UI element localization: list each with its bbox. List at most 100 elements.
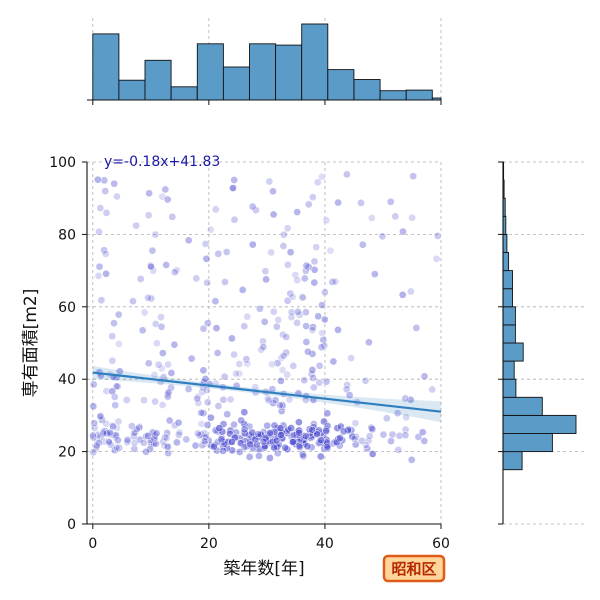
scatter-point (114, 436, 122, 445)
scatter-point (265, 177, 274, 186)
scatter-point (206, 225, 215, 234)
scatter-point (271, 396, 280, 404)
scatter-point (402, 413, 410, 422)
scatter-point (228, 334, 236, 343)
scatter-point (197, 430, 206, 439)
scatter-point (191, 441, 200, 450)
scatter-point (130, 439, 139, 447)
scatter-point (320, 315, 329, 324)
scatter-point (289, 438, 297, 446)
scatter-point (368, 450, 377, 458)
scatter-point (130, 429, 138, 438)
scatter-point (230, 215, 239, 224)
scatter-point (112, 443, 121, 452)
scatter-point (238, 286, 247, 294)
scatter-point (300, 376, 309, 385)
scatter-point (214, 249, 223, 258)
y-histogram-bar (502, 288, 513, 308)
scatter-point (358, 437, 366, 445)
scatter-point (293, 208, 302, 216)
scatter-point (229, 183, 238, 192)
scatter-point (319, 336, 328, 344)
scatter-point (274, 316, 283, 324)
scatter-point (262, 275, 270, 284)
scatter-point (289, 362, 298, 370)
scatter-point (336, 434, 344, 442)
scatter-point (282, 333, 291, 341)
scatter-point (260, 317, 269, 326)
scatter-point (151, 397, 159, 406)
scatter-point (312, 243, 321, 251)
scatter-point (197, 408, 206, 417)
scatter-point (255, 452, 263, 460)
scatter-point (278, 366, 287, 374)
scatter-point (334, 326, 342, 334)
scatter-point (261, 267, 270, 276)
scatter-point (339, 427, 348, 436)
scatter-point (164, 360, 172, 369)
scatter-point (246, 440, 254, 449)
scatter-point (273, 359, 282, 367)
scatter-point (192, 274, 201, 283)
scatter-point (237, 416, 246, 425)
scatter-point (302, 308, 310, 317)
scatter-point (322, 427, 331, 435)
scatter-point (295, 442, 303, 450)
scatter-point (187, 354, 196, 363)
scatter-point (361, 376, 370, 385)
scatter-point (130, 432, 138, 441)
y-histogram-bar (502, 270, 513, 290)
scatter-point (287, 424, 295, 432)
scatter-point (329, 357, 338, 366)
scatter-point (266, 429, 274, 437)
scatter-point (219, 395, 228, 404)
scatter-point (108, 421, 117, 430)
scatter-point (110, 393, 119, 401)
scatter-point (165, 416, 174, 425)
x-histogram-bar (249, 43, 277, 101)
scatter-point (287, 308, 296, 317)
scatter-point (175, 428, 184, 437)
scatter-point (295, 418, 303, 427)
scatter-point (148, 246, 157, 255)
scatter-point (418, 428, 427, 437)
scatter-point (412, 324, 421, 332)
scatter-point (108, 356, 117, 365)
scatter-point (293, 319, 301, 327)
scatter-point (102, 419, 111, 428)
scatter-point (237, 439, 246, 448)
scatter-point (219, 447, 227, 455)
scatter-point (393, 409, 402, 418)
scatter-point (368, 425, 377, 434)
y-histogram-bar (502, 451, 523, 471)
scatter-point (228, 184, 237, 193)
x-tick-label: 0 (88, 536, 97, 552)
scatter-point (203, 319, 212, 327)
scatter-point (406, 287, 415, 296)
scatter-point (104, 437, 113, 446)
scatter-point (132, 221, 140, 230)
scatter-point (232, 369, 240, 378)
scatter-point (259, 337, 267, 346)
x-tick-label: 20 (200, 536, 218, 552)
x-histogram-bar (118, 79, 146, 101)
scatter-point (157, 313, 165, 321)
scatter-point (217, 435, 226, 444)
scatter-point (315, 426, 323, 435)
scatter-point (277, 377, 285, 385)
scatter-point (193, 394, 201, 403)
scatter-point (89, 402, 98, 411)
scatter-point (310, 257, 319, 266)
scatter-point (310, 278, 319, 287)
scatter-point (343, 170, 351, 179)
y-histogram-bar (502, 433, 553, 453)
scatter-point (123, 436, 132, 444)
y-tick-label: 0 (67, 517, 76, 533)
x-histogram-bar (353, 79, 381, 101)
scatter-point (92, 441, 101, 450)
y-histogram-bar (502, 233, 508, 253)
scatter-point (109, 422, 117, 431)
scatter-point (365, 338, 373, 347)
scatter-point (92, 444, 101, 452)
regression (92, 366, 442, 423)
